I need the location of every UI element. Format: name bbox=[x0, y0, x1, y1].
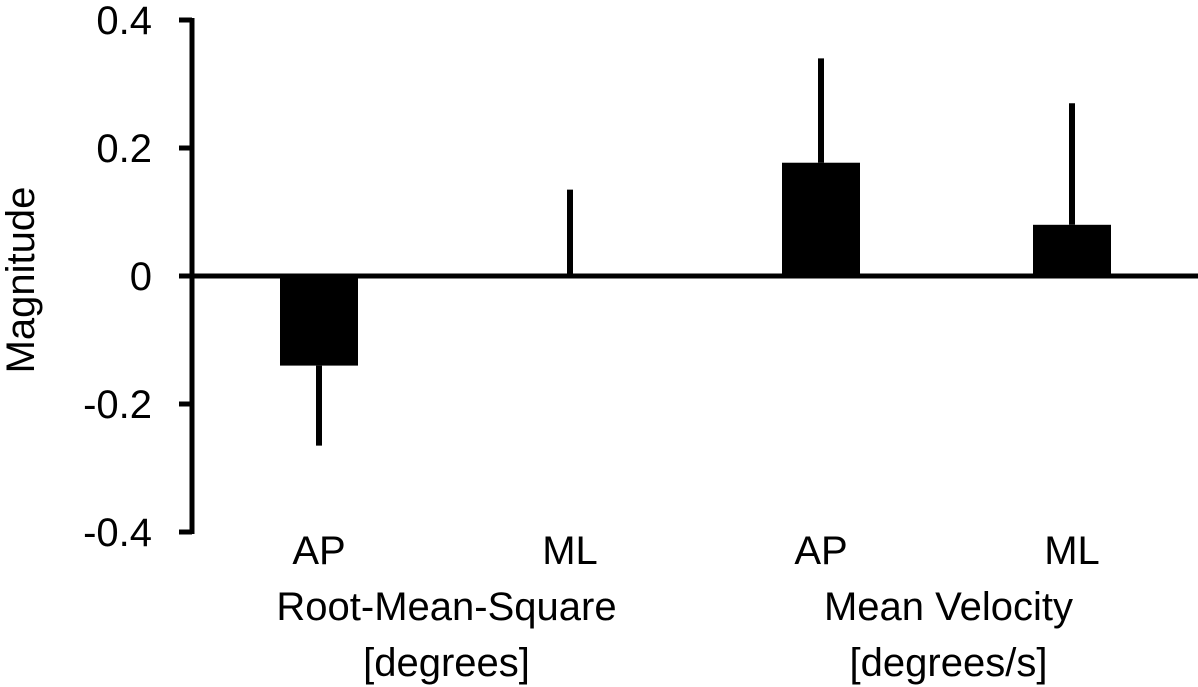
bar bbox=[280, 276, 358, 366]
y-tick-label: 0 bbox=[130, 255, 152, 299]
group-label-line2: [degrees/s] bbox=[850, 641, 1048, 685]
bar bbox=[1033, 224, 1111, 276]
group-label-line2: [degrees] bbox=[363, 641, 530, 685]
bars bbox=[280, 162, 1111, 366]
error-bars bbox=[316, 58, 1075, 446]
category-label: AP bbox=[292, 529, 345, 573]
category-label: ML bbox=[542, 529, 598, 573]
category-label: ML bbox=[1044, 529, 1100, 573]
group-label-line1: Mean Velocity bbox=[824, 585, 1073, 629]
y-tick-label: 0.4 bbox=[96, 0, 152, 43]
group-label-line1: Root-Mean-Square bbox=[276, 585, 616, 629]
category-label: AP bbox=[794, 529, 847, 573]
category-labels: AP ML AP ML bbox=[292, 529, 1099, 573]
y-axis-label: Magnitude bbox=[0, 187, 43, 374]
y-axis-ticks: 0.4 0.2 0 -0.2 -0.4 bbox=[83, 0, 192, 555]
bar bbox=[782, 162, 860, 276]
group-labels: Root-Mean-Square [degrees] Mean Velocity [d… bbox=[276, 585, 1073, 685]
y-tick-label: 0.2 bbox=[96, 127, 152, 171]
y-tick-label: -0.2 bbox=[83, 383, 152, 427]
y-tick-label: -0.4 bbox=[83, 511, 152, 555]
